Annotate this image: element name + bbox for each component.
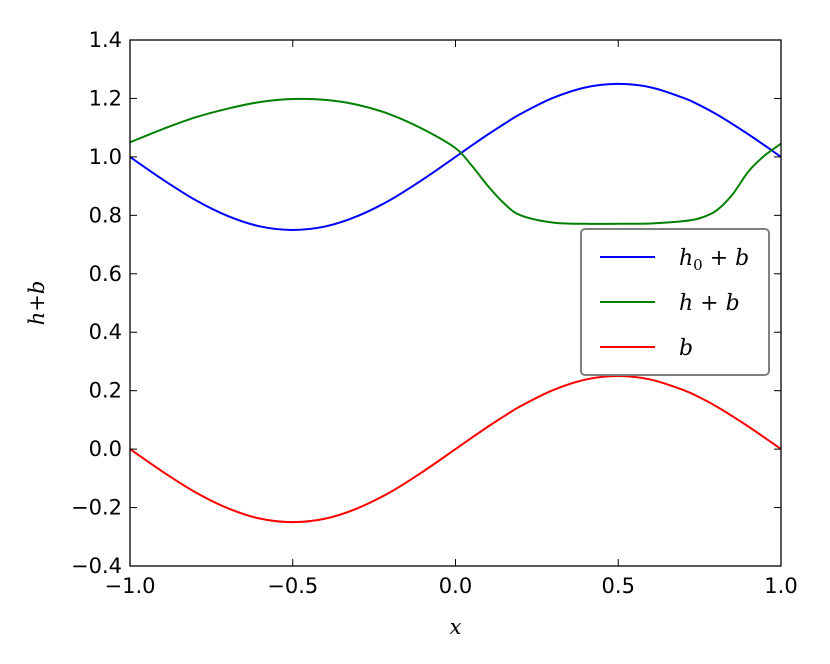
y-tick-label: 1.2 — [89, 86, 122, 110]
legend-entries: h0 + b h + b b — [600, 246, 749, 361]
y-tick-label: −0.4 — [71, 554, 122, 578]
y-tick-label: 0.6 — [89, 262, 122, 286]
legend-box — [580, 228, 770, 376]
x-axis-label: x — [450, 615, 462, 639]
series-layer — [129, 82, 782, 524]
x-tick-label: −1.0 — [105, 574, 156, 598]
y-tick-label: 1.4 — [89, 28, 122, 52]
y-tick-label: 0.2 — [89, 379, 122, 403]
legend-label-2: b — [679, 336, 693, 361]
series-line-1 — [129, 97, 782, 225]
x-tick-label: −0.5 — [267, 574, 318, 598]
series-line-2 — [129, 375, 782, 524]
x-tick-label: 1.0 — [764, 574, 797, 598]
y-tick-label: 0.4 — [89, 320, 122, 344]
legend-label-1: h + b — [679, 291, 740, 316]
plot-area: −1.0 −0.5 0.0 0.5 1.0 −0.4 −0.2 0.0 0.2 0.4 0.6 0.8… — [71, 28, 798, 598]
y-tick-label: −0.2 — [71, 496, 122, 520]
y-tick-label: 0.0 — [89, 437, 122, 461]
y-tick-label: 0.8 — [89, 203, 122, 227]
ticks-layer: −1.0 −0.5 0.0 0.5 1.0 −0.4 −0.2 0.0 0.2 0.4 0.6 0.8… — [71, 28, 798, 598]
x-tick-label: 0.0 — [439, 574, 472, 598]
x-tick-label: 0.5 — [602, 574, 635, 598]
legend: h0 + b h + b b — [580, 228, 770, 376]
y-axis-label: h+b — [25, 281, 49, 326]
series-line-0 — [129, 82, 782, 231]
y-tick-label: 1.0 — [89, 145, 122, 169]
legend-label-0: h0 + b — [679, 246, 749, 274]
